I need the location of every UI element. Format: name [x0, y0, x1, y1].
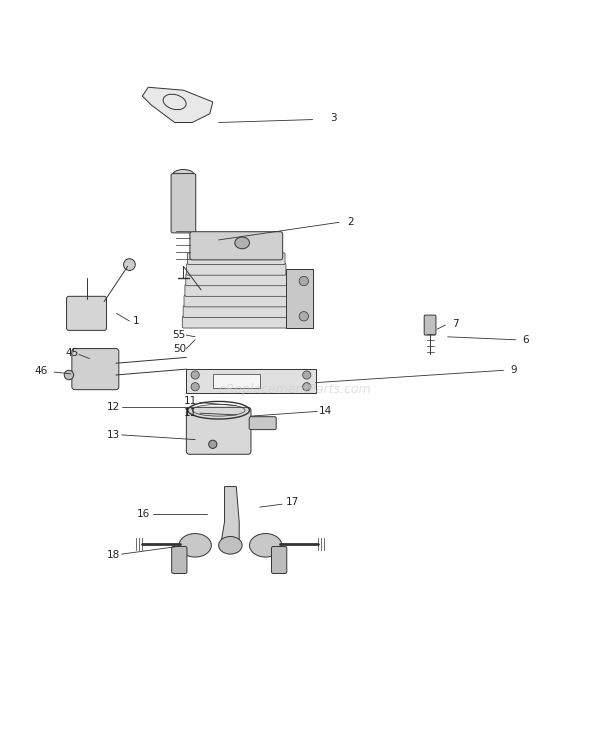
FancyBboxPatch shape — [183, 306, 290, 317]
Text: 9: 9 — [510, 365, 517, 375]
Ellipse shape — [175, 203, 192, 218]
Text: 7: 7 — [452, 319, 458, 329]
FancyBboxPatch shape — [171, 173, 196, 233]
Polygon shape — [186, 369, 316, 392]
Text: 14: 14 — [319, 406, 332, 416]
FancyBboxPatch shape — [182, 316, 290, 328]
Text: 50: 50 — [173, 344, 186, 353]
FancyBboxPatch shape — [172, 547, 187, 574]
Polygon shape — [142, 87, 213, 122]
Text: 55: 55 — [172, 330, 185, 340]
Circle shape — [303, 382, 311, 391]
Text: 11: 11 — [184, 407, 197, 418]
Text: 18: 18 — [106, 550, 120, 560]
Circle shape — [123, 259, 135, 271]
Circle shape — [191, 371, 199, 379]
Text: 3: 3 — [330, 112, 336, 123]
Text: 1: 1 — [133, 316, 140, 326]
Text: 46: 46 — [34, 366, 47, 376]
Ellipse shape — [235, 237, 250, 249]
Text: 45: 45 — [65, 348, 78, 358]
FancyBboxPatch shape — [186, 263, 286, 275]
Circle shape — [299, 276, 309, 286]
Text: 17: 17 — [286, 497, 299, 508]
FancyBboxPatch shape — [188, 253, 285, 265]
FancyBboxPatch shape — [213, 374, 260, 388]
FancyBboxPatch shape — [186, 407, 251, 454]
Text: eReplacementParts.com: eReplacementParts.com — [219, 383, 371, 396]
FancyBboxPatch shape — [185, 284, 288, 296]
Circle shape — [299, 311, 309, 321]
FancyBboxPatch shape — [271, 547, 287, 574]
Ellipse shape — [179, 533, 211, 557]
FancyBboxPatch shape — [190, 232, 283, 260]
Text: 6: 6 — [522, 334, 529, 345]
Ellipse shape — [250, 533, 282, 557]
Circle shape — [209, 440, 217, 448]
Polygon shape — [222, 487, 239, 539]
Circle shape — [303, 371, 311, 379]
FancyBboxPatch shape — [67, 296, 107, 330]
Ellipse shape — [172, 170, 195, 182]
Circle shape — [191, 382, 199, 391]
FancyBboxPatch shape — [186, 274, 287, 286]
Text: 12: 12 — [106, 402, 120, 412]
Circle shape — [64, 370, 74, 380]
FancyBboxPatch shape — [72, 349, 119, 390]
Ellipse shape — [175, 188, 191, 198]
Polygon shape — [286, 269, 313, 328]
FancyBboxPatch shape — [424, 315, 436, 335]
FancyBboxPatch shape — [184, 296, 289, 307]
Text: 11: 11 — [184, 396, 197, 406]
Text: 13: 13 — [106, 430, 120, 440]
Text: 16: 16 — [137, 509, 150, 519]
FancyBboxPatch shape — [249, 417, 276, 430]
Text: 2: 2 — [348, 217, 354, 227]
Ellipse shape — [219, 536, 242, 554]
